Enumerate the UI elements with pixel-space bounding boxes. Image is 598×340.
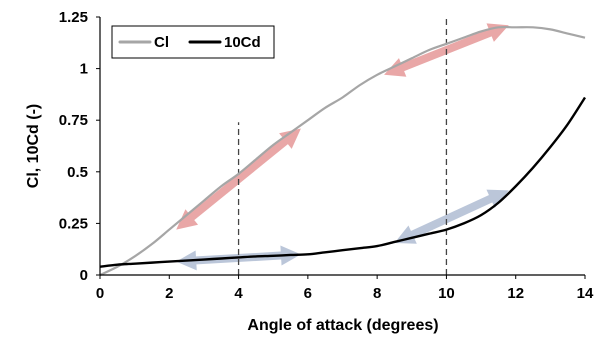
x-tick-label: 12 (507, 285, 524, 302)
annotation-arrow (394, 189, 509, 244)
legend-label-10cd: 10Cd (224, 34, 261, 51)
x-tick-label: 6 (304, 285, 312, 302)
y-tick-label: 0.75 (59, 112, 88, 129)
x-tick-label: 10 (438, 285, 455, 302)
x-tick-label: 4 (234, 285, 243, 302)
y-axis-title: Cl, 10Cd (-) (25, 104, 42, 188)
y-tick-label: 1.25 (59, 9, 88, 26)
series-line-10cd (99, 96, 587, 268)
annotation-arrow-head (176, 209, 199, 230)
legend: Cl 10Cd (111, 25, 275, 59)
x-tick-label: 2 (165, 285, 173, 302)
x-tick-labels: 0 2 4 6 8 10 12 14 (96, 285, 594, 302)
annotation-arrows (176, 23, 509, 271)
vertical-dashed-lines (237, 17, 448, 275)
y-tick-label: 1 (80, 61, 88, 78)
series-line-cl (99, 25, 586, 276)
y-tick-labels: 0 0.25 0.5 0.75 1 1.25 (59, 9, 88, 284)
y-tick-label: 0.5 (67, 164, 88, 181)
annotation-arrow-head (486, 189, 509, 208)
annotation-arrow-shaft (407, 193, 496, 240)
axes (96, 16, 586, 279)
annotation-arrow-head (279, 128, 301, 149)
series-lines (99, 25, 587, 276)
x-tick-label: 0 (96, 285, 104, 302)
y-tick-label: 0 (80, 267, 88, 284)
legend-label-cl: Cl (154, 34, 169, 51)
x-tick-label: 14 (577, 285, 594, 302)
y-tick-label: 0.25 (59, 215, 88, 232)
x-tick-label: 8 (373, 285, 381, 302)
x-axis-title: Angle of attack (degrees) (247, 317, 438, 334)
